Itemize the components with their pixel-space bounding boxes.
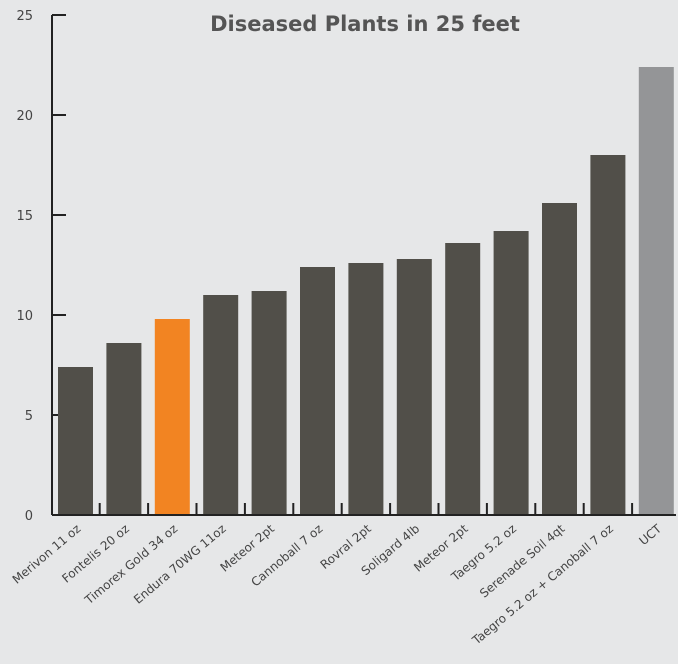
y-axis: 0 5 10 15 20 25: [16, 9, 66, 524]
y-tick-label: 15: [16, 209, 33, 224]
bar: [590, 155, 626, 515]
bar: [542, 203, 577, 515]
x-tick-label: UCT: [636, 521, 664, 548]
y-tick-label: 25: [16, 9, 33, 24]
y-tick-label: 5: [25, 409, 33, 424]
x-tick-label: Serenade Soil 4qt: [477, 521, 568, 600]
bar: [58, 367, 93, 515]
x-tick-label: Endura 70WG 11oz: [131, 522, 229, 607]
bar: [445, 243, 481, 515]
bar: [300, 267, 335, 515]
bar: [106, 343, 142, 515]
y-tick-label: 20: [16, 109, 33, 124]
bar: [638, 67, 674, 515]
bar: [203, 295, 239, 515]
bar: [493, 231, 529, 515]
bar: [251, 291, 287, 515]
bar: [348, 263, 384, 515]
x-tick-label: Timorex Gold 34 oz: [81, 522, 180, 608]
bar: [396, 259, 432, 515]
y-tick-label: 0: [25, 509, 33, 524]
bar: [154, 319, 190, 515]
chart-title: Diseased Plants in 25 feet: [210, 12, 520, 36]
bars: [58, 67, 674, 515]
y-tick-label: 10: [16, 309, 33, 324]
